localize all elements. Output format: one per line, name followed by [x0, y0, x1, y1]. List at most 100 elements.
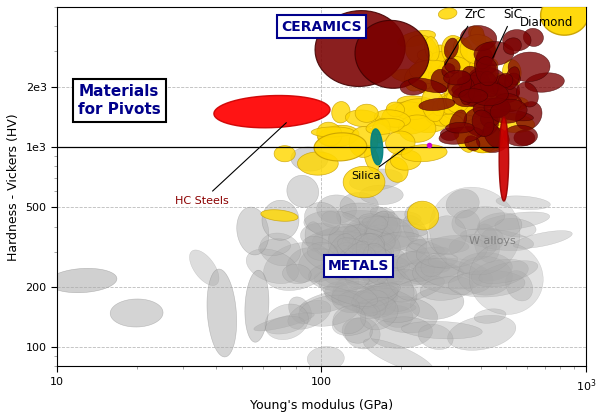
- Polygon shape: [480, 82, 520, 96]
- Polygon shape: [359, 214, 388, 230]
- Polygon shape: [499, 117, 509, 201]
- Polygon shape: [447, 316, 516, 350]
- Polygon shape: [305, 202, 341, 235]
- Polygon shape: [476, 127, 509, 153]
- Polygon shape: [382, 102, 434, 134]
- Polygon shape: [352, 233, 385, 256]
- Polygon shape: [469, 67, 507, 92]
- Polygon shape: [282, 264, 311, 284]
- Polygon shape: [477, 63, 496, 75]
- Text: Silica: Silica: [352, 148, 405, 181]
- Polygon shape: [455, 207, 505, 230]
- Polygon shape: [467, 107, 487, 138]
- Polygon shape: [300, 290, 359, 314]
- Polygon shape: [505, 271, 532, 301]
- Polygon shape: [469, 243, 543, 315]
- Polygon shape: [298, 248, 338, 282]
- Polygon shape: [400, 265, 461, 281]
- Polygon shape: [350, 169, 402, 191]
- Polygon shape: [428, 216, 467, 255]
- Polygon shape: [426, 57, 461, 77]
- Polygon shape: [499, 73, 513, 88]
- Polygon shape: [494, 97, 528, 111]
- Polygon shape: [441, 36, 467, 66]
- Polygon shape: [321, 211, 341, 228]
- Polygon shape: [431, 52, 457, 81]
- Polygon shape: [444, 78, 491, 108]
- Polygon shape: [460, 79, 475, 105]
- Polygon shape: [458, 122, 507, 153]
- Polygon shape: [496, 196, 551, 210]
- Polygon shape: [370, 207, 394, 218]
- Polygon shape: [417, 80, 464, 91]
- Polygon shape: [318, 125, 359, 147]
- Polygon shape: [440, 128, 459, 141]
- Polygon shape: [476, 42, 496, 69]
- Polygon shape: [459, 252, 513, 281]
- Polygon shape: [48, 268, 117, 293]
- Polygon shape: [417, 49, 432, 60]
- Polygon shape: [454, 98, 494, 116]
- Text: Materials
for Pivots: Materials for Pivots: [78, 84, 161, 116]
- Polygon shape: [408, 259, 450, 273]
- Polygon shape: [308, 347, 344, 371]
- Polygon shape: [474, 309, 506, 323]
- Polygon shape: [260, 233, 301, 266]
- Polygon shape: [317, 122, 342, 146]
- Polygon shape: [345, 269, 380, 285]
- Polygon shape: [319, 277, 377, 306]
- Polygon shape: [433, 45, 448, 61]
- Polygon shape: [412, 258, 493, 295]
- Polygon shape: [338, 291, 387, 313]
- Polygon shape: [478, 89, 504, 114]
- Polygon shape: [343, 166, 385, 198]
- Polygon shape: [297, 152, 338, 175]
- Polygon shape: [264, 243, 331, 290]
- Polygon shape: [262, 200, 299, 240]
- Polygon shape: [467, 93, 509, 108]
- Polygon shape: [356, 234, 385, 269]
- Polygon shape: [457, 75, 490, 91]
- Polygon shape: [364, 255, 408, 272]
- Polygon shape: [364, 339, 434, 374]
- Polygon shape: [332, 101, 350, 123]
- Polygon shape: [349, 253, 391, 281]
- Polygon shape: [460, 35, 496, 64]
- Polygon shape: [382, 252, 443, 286]
- Polygon shape: [404, 64, 429, 91]
- Polygon shape: [488, 113, 535, 132]
- Polygon shape: [364, 225, 396, 252]
- Polygon shape: [444, 38, 458, 59]
- Polygon shape: [450, 110, 467, 133]
- Polygon shape: [261, 210, 298, 221]
- Polygon shape: [397, 31, 435, 47]
- Polygon shape: [376, 225, 418, 248]
- Polygon shape: [389, 276, 444, 302]
- Polygon shape: [440, 57, 473, 85]
- Polygon shape: [448, 59, 478, 75]
- Polygon shape: [401, 145, 447, 162]
- Polygon shape: [312, 227, 379, 261]
- Polygon shape: [437, 93, 459, 123]
- Polygon shape: [424, 52, 463, 80]
- Polygon shape: [352, 285, 398, 308]
- Polygon shape: [460, 229, 534, 251]
- Polygon shape: [449, 61, 496, 76]
- Polygon shape: [323, 252, 355, 285]
- Polygon shape: [326, 238, 394, 270]
- Polygon shape: [110, 299, 163, 327]
- Polygon shape: [493, 75, 520, 102]
- Polygon shape: [421, 253, 447, 277]
- Polygon shape: [390, 150, 421, 170]
- Polygon shape: [189, 250, 219, 285]
- Polygon shape: [355, 21, 429, 88]
- Polygon shape: [457, 88, 478, 111]
- Polygon shape: [349, 127, 378, 158]
- Polygon shape: [459, 89, 488, 103]
- Polygon shape: [476, 96, 510, 126]
- Polygon shape: [410, 74, 450, 88]
- Polygon shape: [513, 230, 572, 248]
- Polygon shape: [472, 72, 500, 94]
- Polygon shape: [452, 86, 481, 107]
- Polygon shape: [330, 243, 358, 277]
